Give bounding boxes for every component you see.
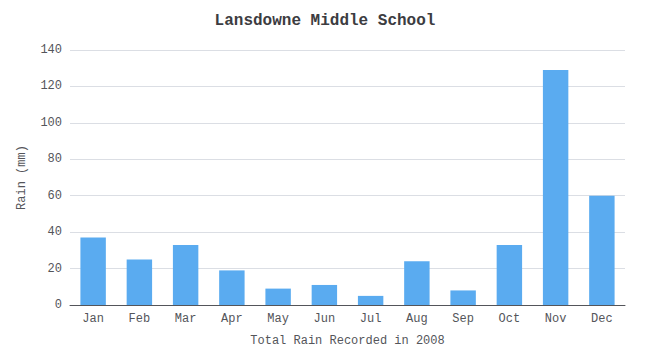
svg-text:Dec: Dec: [591, 312, 613, 326]
svg-text:Total Rain Recorded in 2008: Total Rain Recorded in 2008: [250, 334, 444, 348]
svg-text:Lansdowne Middle School: Lansdowne Middle School: [215, 12, 436, 30]
svg-text:Nov: Nov: [545, 312, 567, 326]
svg-text:Rain (mm): Rain (mm): [15, 145, 29, 210]
svg-text:0: 0: [55, 298, 62, 312]
svg-text:80: 80: [48, 152, 62, 166]
svg-text:Jan: Jan: [82, 312, 104, 326]
svg-text:140: 140: [40, 43, 62, 57]
svg-text:May: May: [267, 312, 289, 326]
svg-text:Oct: Oct: [499, 312, 521, 326]
svg-text:Aug: Aug: [406, 312, 428, 326]
svg-text:Mar: Mar: [175, 312, 197, 326]
svg-text:Jun: Jun: [314, 312, 336, 326]
svg-text:Apr: Apr: [221, 312, 243, 326]
svg-text:60: 60: [48, 189, 62, 203]
svg-text:Feb: Feb: [129, 312, 151, 326]
svg-text:120: 120: [40, 79, 62, 93]
svg-text:40: 40: [48, 225, 62, 239]
svg-text:100: 100: [40, 116, 62, 130]
svg-text:Sep: Sep: [452, 312, 474, 326]
svg-text:20: 20: [48, 262, 62, 276]
svg-text:Jul: Jul: [360, 312, 382, 326]
